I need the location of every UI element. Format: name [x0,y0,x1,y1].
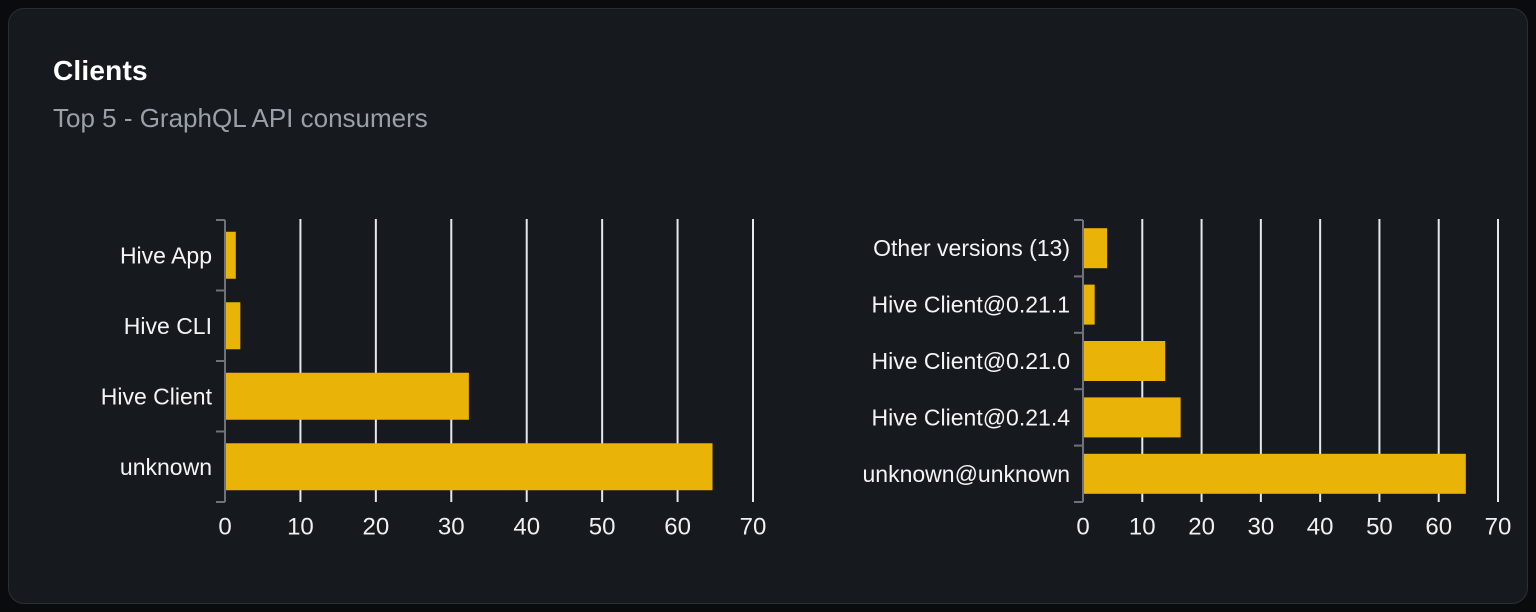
x-tick-label: 60 [664,514,691,541]
x-tick-label: 70 [1485,514,1512,541]
category-label: Hive Client@0.21.0 [872,348,1071,374]
card-title: Clients [53,55,148,86]
bar-3[interactable] [226,443,713,491]
bar-2[interactable] [1084,341,1166,381]
category-label: unknown@unknown [863,461,1070,487]
card-header: Clients Top 5 - GraphQL API consumers [53,55,428,134]
bar-1[interactable] [1084,284,1095,325]
client-versions-bar-chart: Other versions (13) Hive Client@0.21.1 Hiv… [863,219,1512,541]
x-tick-label: 50 [589,514,616,541]
bar-2[interactable] [226,372,469,420]
card-subtitle: Top 5 - GraphQL API consumers [53,103,428,133]
clients-card: Clients Top 5 - GraphQL API consumers Hi… [8,8,1528,604]
x-tick-label: 70 [740,514,767,541]
category-label: Hive Client [101,383,213,409]
x-tick-label: 0 [218,514,231,541]
x-tick-label: 10 [1129,514,1156,541]
category-label: Hive CLI [124,313,212,339]
x-tick-label: 0 [1076,514,1089,541]
x-tick-label: 30 [438,514,465,541]
category-label: Other versions (13) [873,235,1070,261]
clients-bar-chart: Hive App Hive CLI Hive Client unknown 0 10 20 3… [101,219,767,541]
x-tick-label: 10 [287,514,314,541]
x-tick-label: 20 [1188,514,1215,541]
bar-0[interactable] [1084,228,1108,269]
x-tick-label: 40 [1307,514,1334,541]
category-label: Hive App [120,242,212,268]
category-label: Hive Client@0.21.4 [872,404,1071,430]
x-tick-label: 60 [1425,514,1452,541]
x-tick-label: 50 [1366,514,1393,541]
x-tick-label: 20 [363,514,390,541]
x-tick-label: 30 [1248,514,1275,541]
category-label: Hive Client@0.21.1 [872,292,1071,318]
bar-1[interactable] [226,302,241,350]
category-label: unknown [120,454,212,480]
x-tick-label: 40 [513,514,540,541]
bar-0[interactable] [226,231,236,279]
bar-3[interactable] [1084,397,1181,438]
bar-4[interactable] [1084,453,1466,494]
charts-area: Hive App Hive CLI Hive Client unknown 0 10 20 3… [9,9,1529,605]
